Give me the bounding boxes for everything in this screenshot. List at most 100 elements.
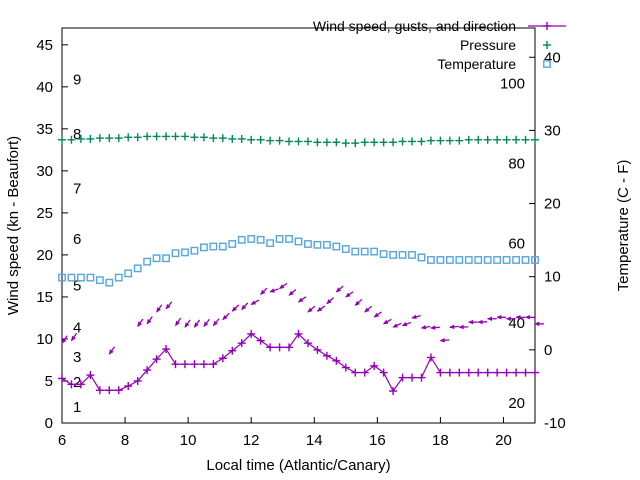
gust-arrow	[364, 307, 370, 313]
x-tick-label: 18	[432, 432, 449, 449]
gust-arrow	[392, 323, 398, 328]
data-point	[304, 240, 312, 248]
gust-arrow	[534, 321, 540, 327]
y-tick-label: 45	[36, 37, 53, 54]
data-point	[464, 256, 473, 264]
y-tick-label: 10	[36, 331, 53, 348]
gust-arrow	[165, 303, 171, 310]
y2-tick-label: 30	[544, 122, 561, 139]
gust-arrow	[468, 319, 474, 325]
gust-arrow	[411, 314, 417, 320]
fahrenheit-label: 20	[508, 395, 525, 412]
data-point	[181, 248, 189, 257]
data-point	[256, 235, 265, 244]
gust-arrow	[383, 319, 389, 325]
data-point	[294, 237, 303, 246]
data-point	[322, 240, 331, 249]
series-2	[58, 235, 539, 287]
gust-arrow	[203, 321, 209, 327]
data-point	[171, 249, 180, 258]
gust-arrow	[175, 320, 180, 327]
y-axis-title: Wind speed (kn - Beaufort)	[5, 136, 22, 315]
data-point	[77, 273, 85, 282]
data-point	[143, 257, 152, 266]
data-series-group	[58, 132, 544, 396]
data-point	[152, 254, 161, 263]
x-tick-label: 20	[495, 432, 512, 449]
fahrenheit-label: 60	[508, 235, 525, 252]
data-point	[521, 256, 530, 264]
beaufort-label: 2	[73, 374, 81, 391]
data-point	[531, 256, 539, 264]
data-point	[417, 253, 426, 262]
data-point	[190, 246, 199, 255]
data-point	[67, 273, 76, 282]
beaufort-label: 1	[73, 399, 81, 416]
data-point	[474, 256, 483, 264]
y-tick-label: 5	[45, 373, 53, 390]
data-point	[228, 240, 237, 248]
gust-arrow	[222, 314, 228, 321]
x-tick-label: 12	[243, 432, 260, 449]
y2-tick-label: -10	[544, 415, 566, 432]
gust-arrow	[458, 324, 464, 330]
beaufort-label: 5	[73, 277, 81, 294]
gust-arrow	[515, 315, 521, 320]
beaufort-label: 6	[73, 231, 81, 248]
gust-arrow	[430, 325, 436, 330]
data-point	[95, 276, 104, 285]
data-point	[445, 256, 454, 264]
gust-arrow	[108, 349, 114, 355]
data-point	[285, 235, 293, 243]
gust-arrow	[231, 306, 237, 312]
gust-arrow	[449, 324, 455, 330]
data-point	[105, 278, 114, 287]
data-point	[218, 242, 227, 251]
data-point	[199, 243, 208, 252]
gust-arrow	[439, 338, 445, 343]
gust-arrow	[307, 307, 313, 313]
gust-arrow	[241, 304, 247, 311]
x-axis-title: Local time (Atlantic/Canary)	[206, 457, 390, 474]
data-point	[162, 254, 170, 263]
y-tick-label: 35	[36, 121, 53, 138]
x-tick-label: 8	[121, 432, 129, 449]
y-tick-label: 15	[36, 289, 53, 306]
data-point	[114, 273, 123, 282]
x-tick-label: 10	[180, 432, 197, 449]
plot-border	[61, 27, 536, 424]
data-point	[275, 235, 284, 243]
x-tick-label: 16	[369, 432, 386, 449]
series-1	[58, 132, 539, 148]
data-point	[389, 251, 397, 259]
fahrenheit-label: 80	[508, 155, 525, 172]
gust-arrow	[326, 299, 332, 305]
gust-arrow	[156, 307, 161, 313]
y-tick-label: 0	[45, 415, 53, 432]
legend-label-1: Pressure	[460, 37, 516, 53]
data-point	[379, 250, 388, 258]
gust-arrow	[137, 321, 143, 327]
gust-arrow	[61, 338, 67, 344]
x-tick-label: 6	[58, 432, 66, 449]
legend-marker	[543, 60, 551, 68]
data-point	[313, 240, 322, 249]
data-point	[398, 251, 407, 259]
y-tick-label: 20	[36, 247, 53, 264]
beaufort-label: 3	[73, 349, 81, 366]
series-line	[61, 332, 535, 393]
gust-arrow	[496, 315, 502, 320]
data-point	[493, 256, 502, 264]
data-point	[360, 247, 369, 256]
gust-arrow	[250, 300, 257, 305]
fahrenheit-label: 100	[500, 76, 525, 93]
gust-arrow	[212, 320, 218, 327]
gust-arrow	[524, 315, 530, 320]
chart-legend: Wind speed, gusts, and direction Pressure…	[313, 18, 566, 72]
gust-arrow	[278, 284, 285, 289]
y2-tick-label: 10	[544, 269, 561, 286]
legend-label-0: Wind speed, gusts, and direction	[313, 18, 516, 34]
